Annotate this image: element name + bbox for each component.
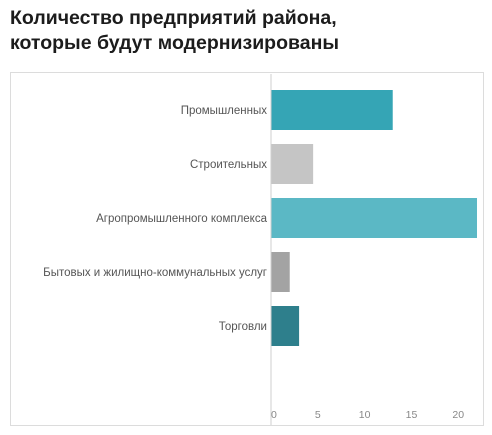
category-label-3: Агропромышленного комплекса xyxy=(96,213,268,225)
bar-5 xyxy=(271,306,300,346)
x-tick-label-15: 15 xyxy=(406,409,418,421)
bar-4 xyxy=(271,252,290,292)
x-tick-label-0: 0 xyxy=(271,409,277,421)
bar-1 xyxy=(271,90,393,130)
x-tick-label-10: 10 xyxy=(359,409,371,421)
category-label-5: Торговли xyxy=(219,321,267,333)
bar-3 xyxy=(271,198,477,238)
category-label-4: Бытовых и жилищно-коммунальных услуг xyxy=(43,267,267,279)
x-tick-labels-group: 0 5 10 15 20 xyxy=(271,409,464,421)
x-tick-label-20: 20 xyxy=(452,409,464,421)
category-label-2: Строительных xyxy=(190,159,267,171)
chart-frame xyxy=(10,72,484,426)
chart-title: Количество предприятий района, которые б… xyxy=(10,6,480,56)
category-label-1: Промышленных xyxy=(181,105,268,117)
bar-2 xyxy=(271,144,314,184)
category-labels-group: Промышленных Строительных Агропромышленног… xyxy=(43,105,267,333)
chart-title-line-1: Количество предприятий района, xyxy=(10,7,337,29)
bars-group xyxy=(271,90,477,346)
chart-title-line-2: которые будут модернизированы xyxy=(10,32,340,54)
x-tick-label-5: 5 xyxy=(315,409,321,421)
